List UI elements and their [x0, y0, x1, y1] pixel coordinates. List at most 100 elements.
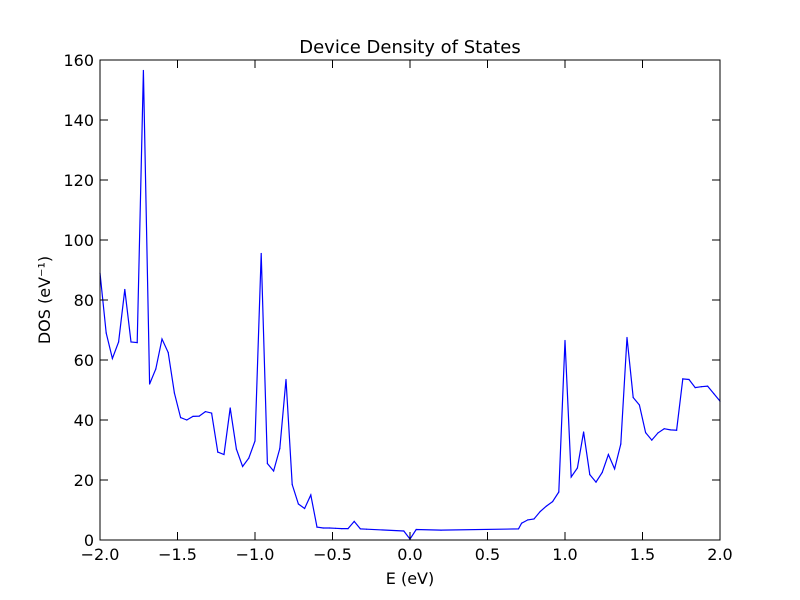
dos-series-line — [99, 70, 721, 541]
plot-area — [99, 69, 721, 541]
data-point — [124, 288, 126, 291]
data-point — [595, 481, 597, 483]
data-point — [359, 528, 361, 530]
x-tick-label: −1.5 — [158, 545, 197, 564]
x-tick-label: 2.0 — [707, 545, 732, 564]
data-point — [136, 342, 138, 344]
data-point — [310, 494, 312, 496]
data-point — [676, 429, 678, 431]
data-point — [657, 432, 659, 434]
data-point — [248, 457, 250, 459]
data-point — [204, 411, 206, 413]
data-point — [589, 474, 591, 476]
data-point — [211, 412, 213, 414]
data-point — [235, 448, 237, 450]
data-point — [316, 526, 318, 528]
data-point — [322, 527, 324, 529]
data-point — [328, 527, 330, 529]
data-point — [142, 69, 144, 72]
y-tick-label: 160 — [63, 51, 94, 70]
data-point — [527, 519, 529, 521]
y-axis-label: DOS (eV⁻¹) — [35, 256, 54, 344]
data-point — [198, 415, 200, 417]
data-point — [223, 453, 225, 456]
y-tick-label: 20 — [74, 471, 94, 490]
data-point — [105, 332, 107, 334]
data-point — [149, 383, 151, 385]
data-point — [366, 528, 368, 530]
data-point — [273, 470, 275, 472]
data-point — [558, 491, 560, 493]
data-point — [161, 338, 163, 340]
data-point — [688, 378, 690, 381]
data-point — [341, 528, 343, 530]
data-point — [279, 447, 281, 450]
x-tick-label: 1.5 — [630, 545, 655, 564]
data-point — [167, 351, 169, 354]
data-point — [415, 528, 417, 531]
data-point — [564, 339, 566, 342]
data-point — [694, 387, 696, 389]
data-point — [111, 357, 113, 360]
data-point — [217, 451, 219, 453]
data-point — [517, 528, 520, 530]
data-point — [614, 468, 616, 470]
data-point — [682, 378, 684, 380]
data-point — [545, 505, 548, 507]
x-tick-label: 1.0 — [552, 545, 577, 564]
data-point — [155, 368, 157, 370]
data-point — [297, 503, 299, 505]
data-point — [632, 396, 634, 399]
data-point — [601, 471, 603, 474]
data-point — [713, 393, 715, 395]
y-tick-label: 60 — [74, 351, 94, 370]
y-tick-label: 140 — [63, 111, 94, 130]
data-point — [570, 476, 572, 478]
data-point — [669, 429, 672, 431]
data-point — [118, 341, 120, 343]
y-tick-label: 80 — [74, 291, 94, 310]
data-point — [285, 378, 287, 381]
data-point — [180, 417, 182, 419]
data-point — [576, 467, 579, 469]
chart-title: Device Density of States — [299, 37, 521, 58]
data-point — [626, 336, 628, 339]
data-point — [192, 415, 194, 417]
data-point — [533, 518, 535, 520]
data-point — [229, 407, 231, 409]
data-point — [521, 522, 523, 524]
y-tick-label: 0 — [84, 531, 94, 550]
data-point — [254, 440, 256, 442]
x-tick-label: 0.5 — [475, 545, 500, 564]
data-point — [173, 392, 175, 394]
data-point — [242, 465, 244, 468]
data-point — [186, 419, 188, 421]
data-point — [335, 527, 337, 529]
data-point — [607, 453, 610, 456]
data-point — [700, 386, 703, 388]
y-axis: 0 20 40 60 80 100 120 140 160 — [63, 51, 720, 550]
data-point — [539, 510, 541, 513]
data-point — [304, 507, 306, 510]
data-point — [651, 439, 653, 441]
data-point — [260, 252, 262, 255]
data-point — [645, 432, 647, 434]
plot-frame — [99, 59, 721, 541]
data-point — [620, 443, 622, 445]
x-tick-label: −0.5 — [313, 545, 352, 564]
data-point — [583, 431, 585, 433]
x-tick-label: 0.0 — [397, 545, 422, 564]
data-point — [266, 462, 268, 465]
data-point — [403, 530, 405, 532]
data-point — [638, 404, 641, 406]
y-tick-label: 100 — [63, 231, 94, 250]
data-point — [663, 428, 665, 430]
y-tick-label: 40 — [74, 411, 94, 430]
data-point — [707, 385, 709, 387]
data-point — [440, 529, 442, 531]
data-point — [130, 341, 132, 343]
x-tick-label: −1.0 — [236, 545, 275, 564]
data-point — [353, 520, 355, 523]
